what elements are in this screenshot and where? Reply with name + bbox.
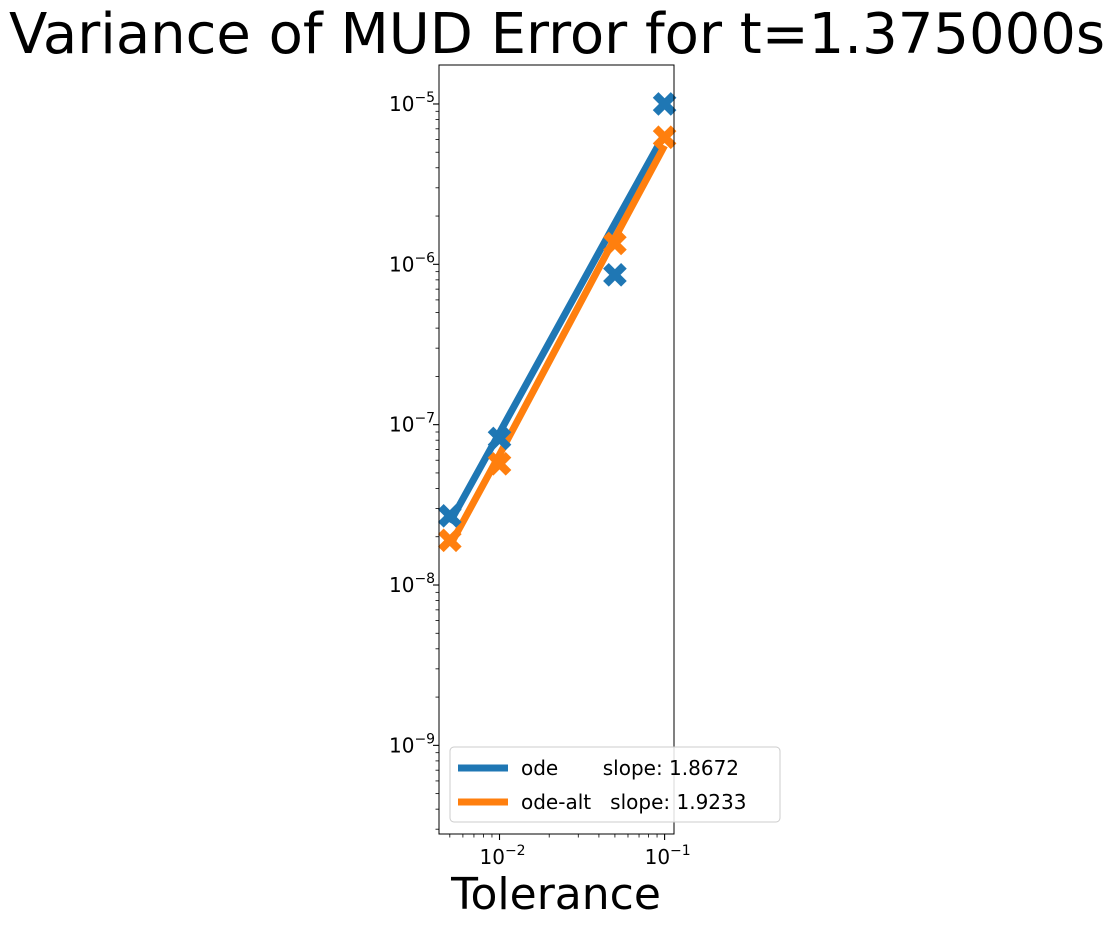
- legend-box: [449, 746, 781, 823]
- y-tick-label: 10−7: [389, 411, 435, 437]
- data-point-ode: [603, 262, 627, 287]
- y-tick-label: 10−5: [389, 90, 435, 116]
- legend-label-ode: ode slope: 1.8672: [521, 756, 739, 780]
- x-axis: 10−2 10−1: [449, 834, 691, 869]
- data-point-ode-alt: [487, 451, 512, 476]
- y-tick-label: 10−6: [389, 250, 435, 276]
- data-point-ode-alt: [437, 528, 462, 553]
- chart-title: Variance of MUD Error for t=1.375000s: [9, 2, 1105, 67]
- x-axis-label: Tolerance: [450, 869, 661, 920]
- x-tick-label: 10−1: [645, 843, 691, 869]
- data-point-ode: [487, 426, 512, 451]
- data-point-ode-alt: [603, 231, 627, 256]
- data-point-ode: [437, 504, 462, 528]
- y-tick-label: 10−9: [389, 731, 435, 757]
- y-axis: 10−9 10−8 10−7 10−6 10−5: [389, 90, 439, 830]
- x-tick-label: 10−2: [480, 843, 526, 869]
- legend: ode slope: 1.8672 ode-alt slope: 1.9233: [449, 746, 781, 823]
- data-point-ode: [652, 92, 677, 116]
- series-line-ode: [446, 132, 668, 525]
- legend-label-ode-alt: ode-alt slope: 1.9233: [521, 790, 746, 814]
- series-line-ode-alt: [446, 143, 668, 548]
- data-point-ode-alt: [652, 125, 677, 150]
- y-tick-label: 10−8: [389, 571, 435, 597]
- plot-area: [437, 92, 677, 553]
